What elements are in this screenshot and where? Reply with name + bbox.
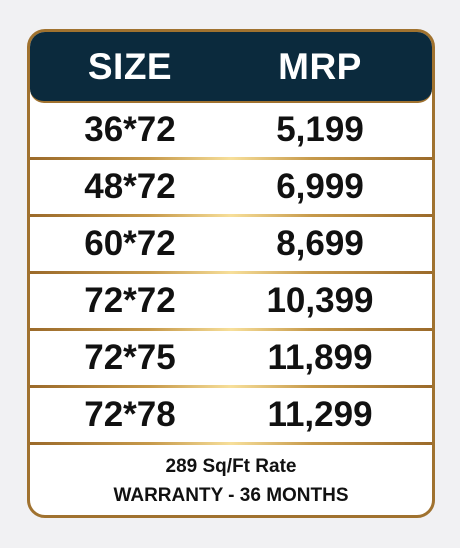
table-row: 72*75 11,899 [30,331,432,388]
table-header: SIZE MRP [30,32,432,103]
row-divider [30,385,432,388]
row-divider [30,214,432,217]
mrp-cell: 6,999 [276,167,364,206]
mrp-cell: 11,299 [267,395,373,434]
row-divider [30,157,432,160]
row-divider [30,271,432,274]
size-cell: 72*72 [84,281,176,320]
size-cell: 72*75 [84,338,176,377]
table-row: 72*78 11,299 [30,388,432,445]
table-row: 60*72 8,699 [30,217,432,274]
mrp-cell: 10,399 [266,281,374,320]
header-size: SIZE [87,46,173,87]
table-row: 72*72 10,399 [30,274,432,331]
table-row: 36*72 5,199 [30,103,432,160]
size-cell: 48*72 [84,167,176,206]
header-mrp: MRP [278,46,362,87]
row-divider [30,442,432,445]
row-divider [30,328,432,331]
mrp-cell: 5,199 [276,110,364,149]
price-table: SIZE MRP 36*72 5,199 48*72 6,999 60*72 8… [27,29,435,518]
table-footer: 289 Sq/Ft Rate WARRANTY - 36 MONTHS [30,445,432,515]
table-row: 48*72 6,999 [30,160,432,217]
size-cell: 60*72 [84,224,176,263]
size-cell: 36*72 [84,110,176,149]
rate-text: 289 Sq/Ft Rate [165,456,297,477]
size-cell: 72*78 [84,395,176,434]
mrp-cell: 11,899 [267,338,373,377]
warranty-text: WARRANTY - 36 MONTHS [113,485,349,506]
mrp-cell: 8,699 [276,224,364,263]
